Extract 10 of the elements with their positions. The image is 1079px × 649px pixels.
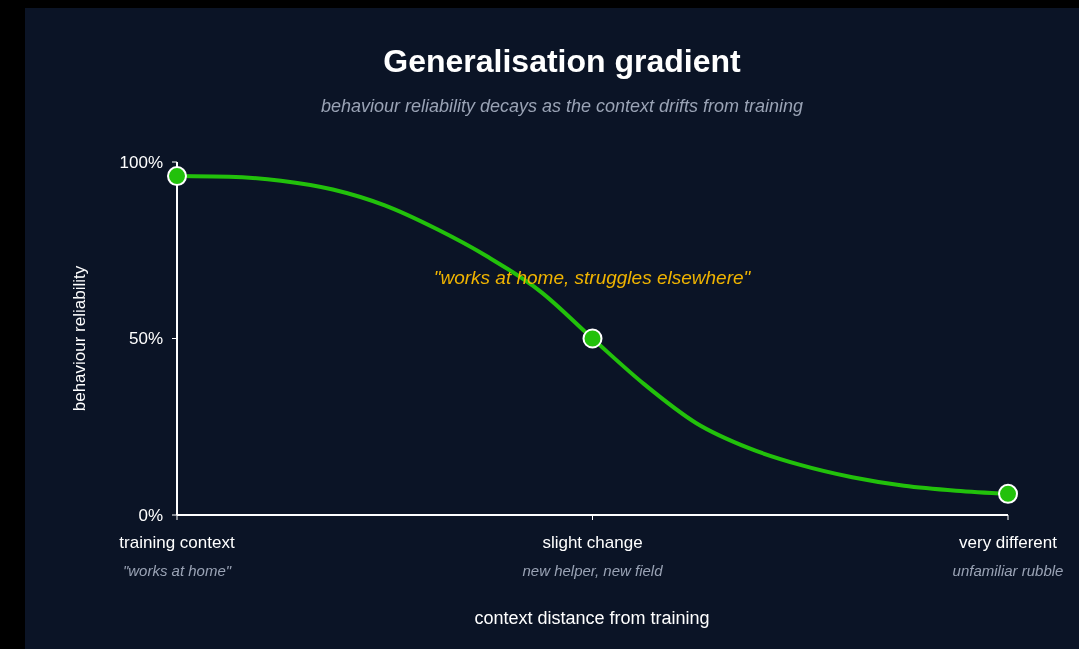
- x-axis-title: context distance from training: [474, 608, 710, 628]
- y-tick-label: 50%: [128, 329, 163, 349]
- y-tick-label: 0%: [138, 505, 163, 525]
- point: [167, 166, 187, 187]
- point: [998, 483, 1018, 504]
- chart-subtitle: behaviour reliability decays as the context drifts from training: [320, 96, 804, 116]
- y-tick-label: 100%: [119, 152, 163, 172]
- chart-title: Generalisation gradient: [383, 43, 742, 79]
- y-axis-title: behaviour reliability: [70, 265, 89, 412]
- point: [582, 328, 603, 349]
